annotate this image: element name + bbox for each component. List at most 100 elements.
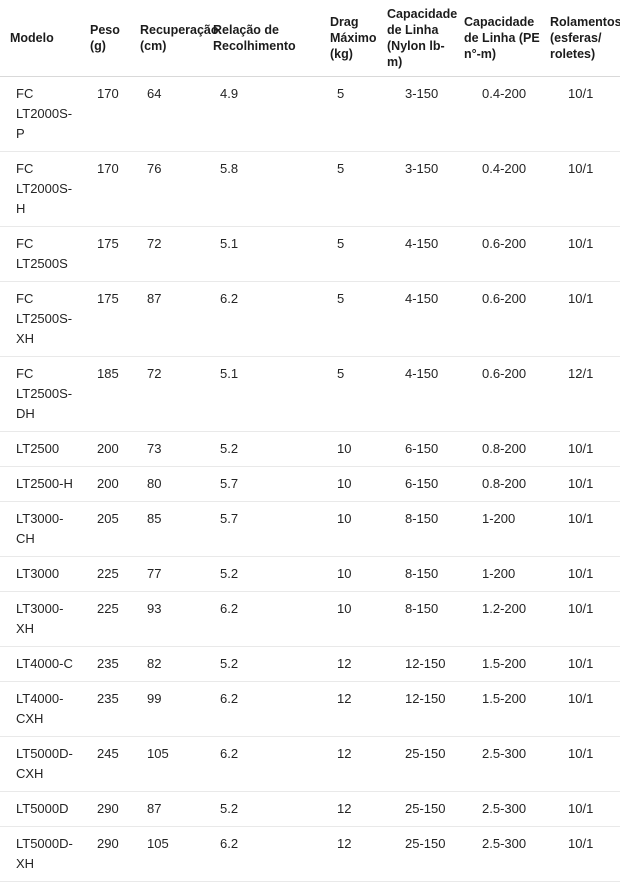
value-cell: 5	[320, 281, 377, 357]
value-cell: 5.2	[203, 556, 320, 592]
table-row: FC LT2500S-XH 175 87 6.2 5 4-150 0.6-200 10/1	[0, 281, 620, 357]
header-row: Modelo Peso (g) Recuperação (cm) Relação de…	[0, 0, 620, 77]
value-cell: 105	[130, 736, 203, 792]
value-cell: 3-150	[377, 76, 454, 152]
value-cell: 5	[320, 76, 377, 152]
value-cell: 72	[130, 356, 203, 432]
column-header-drag-maximo: Drag Máximo (kg)	[320, 0, 377, 77]
value-cell: 5.7	[203, 466, 320, 502]
value-cell: 8-150	[377, 556, 454, 592]
value-cell: 12	[320, 681, 377, 737]
value-cell: 205	[80, 501, 130, 557]
column-header-capacidade-linha-nylon: Capacidade de Linha (Nylon lb-m)	[377, 0, 457, 77]
value-cell: 6-150	[377, 431, 454, 467]
value-cell: 10/1	[540, 591, 620, 647]
value-cell: 6.2	[203, 826, 320, 882]
value-cell: 0.6-200	[454, 356, 540, 432]
table-row: LT4000-C 235 82 5.2 12 12-150 1.5-200 10/1	[0, 646, 620, 682]
value-cell: 1.5-200	[454, 646, 540, 682]
value-cell: 290	[80, 826, 130, 882]
value-cell: 80	[130, 466, 203, 502]
value-cell: 85	[130, 501, 203, 557]
table-row: LT3000-XH 225 93 6.2 10 8-150 1.2-200 10/1	[0, 591, 620, 647]
model-cell: FC LT2500S	[0, 226, 80, 282]
value-cell: 25-150	[377, 826, 454, 882]
table-row: FC LT2000S-H 170 76 5.8 5 3-150 0.4-200 10/1	[0, 151, 620, 227]
model-cell: LT3000-XH	[0, 591, 80, 647]
model-cell: LT3000	[0, 556, 80, 592]
column-header-modelo: Modelo	[0, 0, 80, 77]
value-cell: 4-150	[377, 226, 454, 282]
value-cell: 200	[80, 466, 130, 502]
value-cell: 5	[320, 226, 377, 282]
value-cell: 200	[80, 431, 130, 467]
value-cell: 105	[130, 826, 203, 882]
value-cell: 12	[320, 791, 377, 827]
value-cell: 0.8-200	[454, 466, 540, 502]
value-cell: 12	[320, 826, 377, 882]
value-cell: 10/1	[540, 76, 620, 152]
value-cell: 5.1	[203, 226, 320, 282]
value-cell: 82	[130, 646, 203, 682]
table-row: LT3000 225 77 5.2 10 8-150 1-200 10/1	[0, 556, 620, 592]
value-cell: 245	[80, 736, 130, 792]
value-cell: 5.2	[203, 791, 320, 827]
model-cell: LT5000D-XH	[0, 826, 80, 882]
column-header-capacidade-linha-pe: Capacidade de Linha (PE n°-m)	[454, 0, 540, 77]
value-cell: 1-200	[454, 501, 540, 557]
value-cell: 4.9	[203, 76, 320, 152]
value-cell: 12	[320, 736, 377, 792]
value-cell: 5	[320, 151, 377, 227]
value-cell: 10/1	[540, 556, 620, 592]
value-cell: 6.2	[203, 736, 320, 792]
value-cell: 12-150	[377, 646, 454, 682]
value-cell: 12-150	[377, 681, 454, 737]
value-cell: 5.2	[203, 646, 320, 682]
value-cell: 6-150	[377, 466, 454, 502]
value-cell: 12/1	[540, 356, 620, 432]
value-cell: 235	[80, 681, 130, 737]
value-cell: 6.2	[203, 281, 320, 357]
value-cell: 3-150	[377, 151, 454, 227]
value-cell: 77	[130, 556, 203, 592]
column-header-recuperacao: Recuperação (cm)	[130, 0, 219, 77]
value-cell: 235	[80, 646, 130, 682]
value-cell: 5.1	[203, 356, 320, 432]
value-cell: 0.6-200	[454, 226, 540, 282]
value-cell: 25-150	[377, 736, 454, 792]
table-row: LT5000D 290 87 5.2 12 25-150 2.5-300 10/1	[0, 791, 620, 827]
table-row: LT2500 200 73 5.2 10 6-150 0.8-200 10/1	[0, 431, 620, 467]
value-cell: 99	[130, 681, 203, 737]
table-row: LT2500-H 200 80 5.7 10 6-150 0.8-200 10/1	[0, 466, 620, 502]
value-cell: 10	[320, 466, 377, 502]
value-cell: 175	[80, 226, 130, 282]
value-cell: 10/1	[540, 646, 620, 682]
value-cell: 0.4-200	[454, 76, 540, 152]
value-cell: 12	[320, 646, 377, 682]
value-cell: 170	[80, 76, 130, 152]
table-row: FC LT2500S 175 72 5.1 5 4-150 0.6-200 10/1	[0, 226, 620, 282]
value-cell: 5	[320, 356, 377, 432]
value-cell: 10/1	[540, 826, 620, 882]
value-cell: 10/1	[540, 681, 620, 737]
value-cell: 5.8	[203, 151, 320, 227]
value-cell: 6.2	[203, 591, 320, 647]
value-cell: 185	[80, 356, 130, 432]
value-cell: 10	[320, 591, 377, 647]
value-cell: 0.6-200	[454, 281, 540, 357]
table-row: FC LT2000S-P 170 64 4.9 5 3-150 0.4-200 10/1	[0, 76, 620, 152]
value-cell: 5.7	[203, 501, 320, 557]
value-cell: 10/1	[540, 431, 620, 467]
value-cell: 8-150	[377, 501, 454, 557]
value-cell: 0.8-200	[454, 431, 540, 467]
column-header-relacao-recolhimento: Relação de Recolhimento	[203, 0, 320, 77]
value-cell: 87	[130, 281, 203, 357]
model-cell: FC LT2500S-DH	[0, 356, 80, 432]
value-cell: 6.2	[203, 681, 320, 737]
table-row: LT5000D-CXH 245 105 6.2 12 25-150 2.5-300 10/1	[0, 736, 620, 792]
model-cell: LT4000-C	[0, 646, 80, 682]
model-cell: FC LT2000S-P	[0, 76, 80, 152]
model-cell: LT5000D-CXH	[0, 736, 80, 792]
